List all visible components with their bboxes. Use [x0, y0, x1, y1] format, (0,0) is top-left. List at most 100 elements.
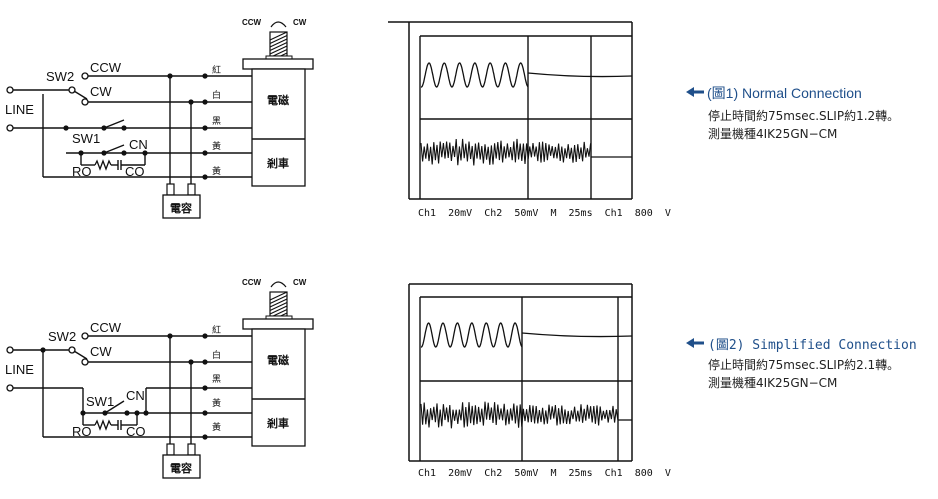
capacitor-terminal [166, 183, 175, 196]
cn-arm [103, 144, 125, 154]
resistor [94, 159, 112, 171]
wire-white-label: 白 [212, 349, 221, 361]
junction-dot [188, 359, 194, 365]
circuit-diagram-1 [6, 21, 314, 219]
sw2-label: SW2 [46, 69, 74, 84]
shaft-hatch [269, 291, 288, 301]
wire-yellow-label: 黃 [212, 165, 221, 177]
sw1-arm [104, 400, 125, 414]
shaft-hatch [269, 45, 288, 55]
ccw-label: CCW [90, 320, 122, 335]
capacitor-label: 電容 [170, 201, 192, 215]
sw1-label: SW1 [86, 394, 114, 409]
rotation-ccw-label: CCW [242, 18, 262, 27]
cw-label: CW [90, 84, 112, 99]
wire-red-label: 紅 [212, 65, 221, 76]
figure-1-stop-time: 停止時間約75msec.SLIP約1.2轉。 [708, 109, 900, 123]
terminal-circle [6, 124, 14, 132]
channel-1-flatline [521, 332, 633, 338]
shaft-hatch [269, 41, 288, 52]
sw2-label: SW2 [48, 329, 76, 344]
cw-label: CW [90, 344, 112, 359]
cn-label: CN [129, 137, 148, 152]
capacitor-box [162, 194, 201, 219]
figure-2-title: (圖2) Simplified Connection [708, 338, 917, 353]
shaft-hatch [269, 294, 288, 305]
motor-body [251, 68, 306, 187]
sw2-arm [73, 350, 88, 360]
circuit-1-labels: CCW CW SW2 CCW CW LINE SW1 CN RO CO 紅 白 … [5, 18, 307, 215]
figure-1-model: 測量機種4IK25GN−CM [708, 127, 838, 141]
shaft-hatch [269, 298, 288, 308]
arrow-left-icon [686, 87, 704, 97]
channel-2-waveform [420, 138, 592, 166]
junction-dot [121, 150, 127, 156]
rotation-arrow-icon [270, 281, 287, 288]
wire-yellow-label: 黃 [212, 397, 221, 409]
channel-2-waveform [420, 401, 619, 429]
sw1-arm [103, 119, 125, 129]
terminal-circle [81, 98, 89, 106]
motor-flange [242, 58, 314, 70]
terminal-circle [6, 86, 14, 94]
terminal-circle [81, 72, 89, 80]
oscilloscope-1 [388, 21, 633, 200]
circuit-diagram-2 [6, 281, 314, 479]
junction-dot [121, 125, 127, 131]
cn-label: CN [126, 388, 145, 403]
terminal-circle [81, 332, 89, 340]
motor-brake-label: 剎車 [266, 416, 289, 430]
terminal-circle [6, 384, 14, 392]
capacitor-terminal [187, 443, 196, 456]
arrow-left-icon [686, 338, 704, 348]
wire-red-label: 紅 [212, 325, 221, 336]
capacitor-terminal [166, 443, 175, 456]
rotation-arrow-icon [270, 21, 287, 28]
terminal-circle [68, 86, 76, 94]
capacitor-box [162, 454, 201, 479]
junction-dot [124, 410, 130, 416]
motor-brake-label: 剎車 [266, 156, 289, 170]
shaft-hatch [269, 301, 288, 312]
resistor [94, 419, 112, 431]
co-label: CO [125, 164, 145, 179]
sw2-arm [73, 90, 88, 100]
scope-2-readout: Ch1 20mV Ch2 50mV M 25ms Ch1 800 V [418, 468, 671, 479]
wire-black-label: 黑 [212, 116, 221, 127]
terminal-circle [68, 346, 76, 354]
line-label: LINE [5, 362, 34, 377]
wire-yellow-label: 黃 [212, 140, 221, 152]
wire-white-label: 白 [212, 89, 221, 101]
ccw-label: CCW [90, 60, 122, 75]
terminal-circle [81, 358, 89, 366]
figure-1-title: (圖1) Normal Connection [707, 85, 862, 101]
sw1-label: SW1 [72, 131, 100, 146]
circuit-2-labels: CCW CW SW2 CCW CW LINE SW1 CN RO CO 紅 白 … [5, 278, 307, 475]
shaft-hatch [269, 31, 288, 41]
ro-label: RO [72, 424, 92, 439]
rotation-cw-label: CW [293, 18, 307, 27]
co-label: CO [126, 424, 146, 439]
capacitor-label: 電容 [170, 461, 192, 475]
junction-dot [167, 73, 173, 79]
capacitor-terminal [187, 183, 196, 196]
ro-label: RO [72, 164, 92, 179]
motor-body [251, 328, 306, 447]
junction-dot [63, 125, 69, 131]
junction-dot [188, 99, 194, 105]
shaft-hatch [269, 305, 288, 315]
line-label: LINE [5, 102, 34, 117]
motor-flange [242, 318, 314, 330]
channel-1-flatline [527, 72, 633, 78]
motor-electromagnet-label: 電磁 [267, 93, 289, 107]
junction-dot [143, 410, 149, 416]
figure-2-stop-time: 停止時間約75msec.SLIP約2.1轉。 [708, 358, 900, 372]
wire-black-label: 黑 [212, 374, 221, 385]
channel-1-waveform [420, 62, 529, 88]
wire-yellow-label: 黃 [212, 421, 221, 433]
channel-1-waveform [420, 322, 523, 348]
rotation-cw-label: CW [293, 278, 307, 287]
oscilloscope-2 [408, 283, 633, 462]
junction-dot [167, 333, 173, 339]
